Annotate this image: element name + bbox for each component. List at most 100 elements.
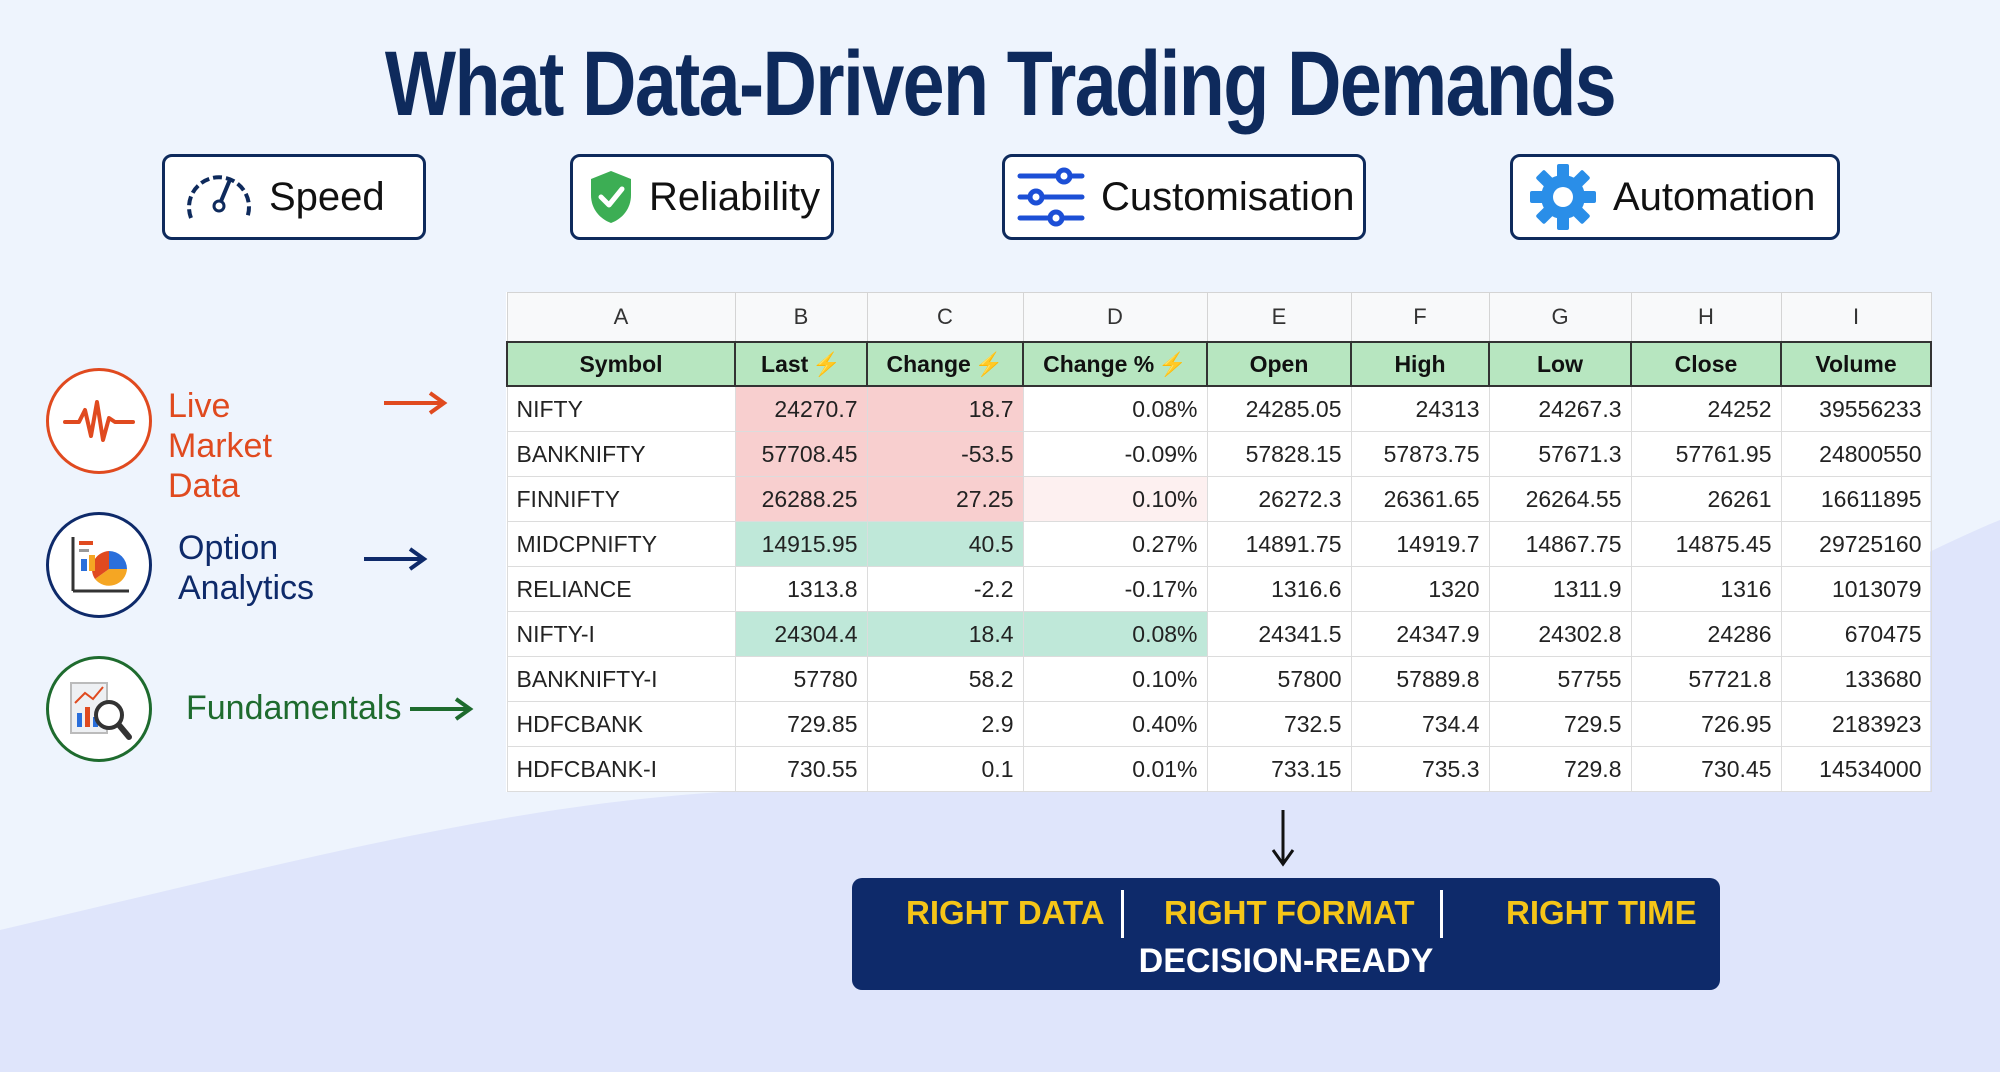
table-cell[interactable]: 26272.3 bbox=[1206, 476, 1352, 522]
table-cell[interactable]: 734.4 bbox=[1350, 701, 1490, 747]
table-cell[interactable]: 14915.95 bbox=[734, 521, 868, 567]
table-cell[interactable]: -0.17% bbox=[1022, 566, 1208, 612]
table-cell[interactable]: 0.08% bbox=[1022, 385, 1208, 432]
table-cell[interactable]: 18.4 bbox=[866, 611, 1024, 657]
table-cell[interactable]: 57800 bbox=[1206, 656, 1352, 702]
table-cell[interactable]: 14919.7 bbox=[1350, 521, 1490, 567]
symbol-cell[interactable]: NIFTY-I bbox=[506, 611, 736, 657]
table-cell[interactable]: 57828.15 bbox=[1206, 431, 1352, 477]
table-cell[interactable]: 730.45 bbox=[1630, 746, 1782, 792]
table-cell[interactable]: 57721.8 bbox=[1630, 656, 1782, 702]
column-letter-i[interactable]: I bbox=[1780, 292, 1932, 343]
header-volume[interactable]: Volume bbox=[1780, 341, 1932, 387]
symbol-cell[interactable]: NIFTY bbox=[506, 385, 736, 432]
symbol-cell[interactable]: HDFCBANK bbox=[506, 701, 736, 747]
table-cell[interactable]: 0.08% bbox=[1022, 611, 1208, 657]
symbol-cell[interactable]: BANKNIFTY-I bbox=[506, 656, 736, 702]
table-cell[interactable]: 729.5 bbox=[1488, 701, 1632, 747]
table-cell[interactable]: 2183923 bbox=[1780, 701, 1932, 747]
symbol-cell[interactable]: HDFCBANK-I bbox=[506, 746, 736, 792]
table-cell[interactable]: 24252 bbox=[1630, 385, 1782, 432]
table-cell[interactable]: 733.15 bbox=[1206, 746, 1352, 792]
table-cell[interactable]: 24270.7 bbox=[734, 385, 868, 432]
header-change[interactable]: Change ⚡ bbox=[866, 341, 1024, 387]
table-cell[interactable]: -0.09% bbox=[1022, 431, 1208, 477]
table-cell[interactable]: 0.40% bbox=[1022, 701, 1208, 747]
column-letter-b[interactable]: B bbox=[734, 292, 868, 343]
table-cell[interactable]: 670475 bbox=[1780, 611, 1932, 657]
symbol-cell[interactable]: BANKNIFTY bbox=[506, 431, 736, 477]
symbol-cell[interactable]: RELIANCE bbox=[506, 566, 736, 612]
column-letter-f[interactable]: F bbox=[1350, 292, 1490, 343]
table-cell[interactable]: 726.95 bbox=[1630, 701, 1782, 747]
table-cell[interactable]: 24347.9 bbox=[1350, 611, 1490, 657]
table-cell[interactable]: 24304.4 bbox=[734, 611, 868, 657]
table-cell[interactable]: 2.9 bbox=[866, 701, 1024, 747]
table-cell[interactable]: 729.85 bbox=[734, 701, 868, 747]
table-cell[interactable]: 1013079 bbox=[1780, 566, 1932, 612]
table-cell[interactable]: 14867.75 bbox=[1488, 521, 1632, 567]
table-cell[interactable]: 24313 bbox=[1350, 385, 1490, 432]
table-cell[interactable]: 39556233 bbox=[1780, 385, 1932, 432]
table-cell[interactable]: 24285.05 bbox=[1206, 385, 1352, 432]
table-cell[interactable]: 735.3 bbox=[1350, 746, 1490, 792]
header-close[interactable]: Close bbox=[1630, 341, 1782, 387]
symbol-cell[interactable]: FINNIFTY bbox=[506, 476, 736, 522]
table-cell[interactable]: 27.25 bbox=[866, 476, 1024, 522]
table-cell[interactable]: 133680 bbox=[1780, 656, 1932, 702]
header-change-pct[interactable]: Change % ⚡ bbox=[1022, 341, 1208, 387]
table-cell[interactable]: 40.5 bbox=[866, 521, 1024, 567]
table-cell[interactable]: 18.7 bbox=[866, 385, 1024, 432]
symbol-cell[interactable]: MIDCPNIFTY bbox=[506, 521, 736, 567]
table-cell[interactable]: 57873.75 bbox=[1350, 431, 1490, 477]
table-cell[interactable]: 24341.5 bbox=[1206, 611, 1352, 657]
table-cell[interactable]: 57708.45 bbox=[734, 431, 868, 477]
table-cell[interactable]: -2.2 bbox=[866, 566, 1024, 612]
table-cell[interactable]: 14534000 bbox=[1780, 746, 1932, 792]
table-cell[interactable]: 1313.8 bbox=[734, 566, 868, 612]
table-cell[interactable]: 14891.75 bbox=[1206, 521, 1352, 567]
header-symbol[interactable]: Symbol bbox=[506, 341, 736, 387]
chart-analytics-icon bbox=[46, 512, 152, 618]
table-cell[interactable]: 24302.8 bbox=[1488, 611, 1632, 657]
column-letter-h[interactable]: H bbox=[1630, 292, 1782, 343]
column-letter-e[interactable]: E bbox=[1206, 292, 1352, 343]
table-cell[interactable]: 1316 bbox=[1630, 566, 1782, 612]
table-cell[interactable]: 732.5 bbox=[1206, 701, 1352, 747]
header-open[interactable]: Open bbox=[1206, 341, 1352, 387]
table-cell[interactable]: 24267.3 bbox=[1488, 385, 1632, 432]
table-cell[interactable]: 58.2 bbox=[866, 656, 1024, 702]
table-cell[interactable]: 26261 bbox=[1630, 476, 1782, 522]
table-cell[interactable]: 57755 bbox=[1488, 656, 1632, 702]
table-cell[interactable]: 57671.3 bbox=[1488, 431, 1632, 477]
table-cell[interactable]: 26288.25 bbox=[734, 476, 868, 522]
table-cell[interactable]: 14875.45 bbox=[1630, 521, 1782, 567]
table-cell[interactable]: 57780 bbox=[734, 656, 868, 702]
table-cell[interactable]: 29725160 bbox=[1780, 521, 1932, 567]
column-letter-d[interactable]: D bbox=[1022, 292, 1208, 343]
header-last[interactable]: Last ⚡ bbox=[734, 341, 868, 387]
table-cell[interactable]: 57889.8 bbox=[1350, 656, 1490, 702]
table-cell[interactable]: 16611895 bbox=[1780, 476, 1932, 522]
header-high[interactable]: High bbox=[1350, 341, 1490, 387]
column-letter-c[interactable]: C bbox=[866, 292, 1024, 343]
table-cell[interactable]: 24286 bbox=[1630, 611, 1782, 657]
column-letter-a[interactable]: A bbox=[506, 292, 736, 343]
header-low[interactable]: Low bbox=[1488, 341, 1632, 387]
table-cell[interactable]: 1320 bbox=[1350, 566, 1490, 612]
table-cell[interactable]: 729.8 bbox=[1488, 746, 1632, 792]
table-cell[interactable]: 26361.65 bbox=[1350, 476, 1490, 522]
table-cell[interactable]: -53.5 bbox=[866, 431, 1024, 477]
table-cell[interactable]: 26264.55 bbox=[1488, 476, 1632, 522]
table-cell[interactable]: 57761.95 bbox=[1630, 431, 1782, 477]
table-cell[interactable]: 730.55 bbox=[734, 746, 868, 792]
table-cell[interactable]: 0.10% bbox=[1022, 476, 1208, 522]
column-letter-g[interactable]: G bbox=[1488, 292, 1632, 343]
table-cell[interactable]: 0.10% bbox=[1022, 656, 1208, 702]
table-cell[interactable]: 1316.6 bbox=[1206, 566, 1352, 612]
table-cell[interactable]: 0.27% bbox=[1022, 521, 1208, 567]
table-cell[interactable]: 24800550 bbox=[1780, 431, 1932, 477]
table-cell[interactable]: 1311.9 bbox=[1488, 566, 1632, 612]
table-cell[interactable]: 0.01% bbox=[1022, 746, 1208, 792]
table-cell[interactable]: 0.1 bbox=[866, 746, 1024, 792]
